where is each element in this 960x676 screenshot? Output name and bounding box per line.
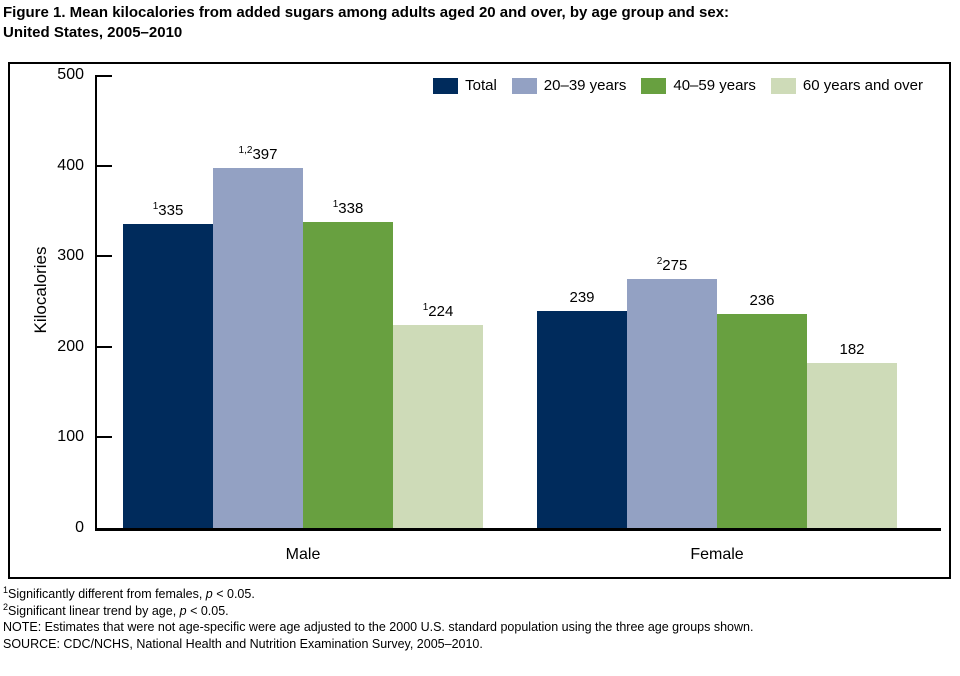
x-category-label: Male (285, 546, 321, 563)
value-superscript: 1 (332, 198, 339, 210)
bar-female-60-years-and-over (807, 363, 897, 528)
legend-swatch (641, 77, 667, 94)
bar-female-total (537, 311, 627, 528)
bar-male-20-39-years (213, 168, 303, 528)
legend-item-40-59-years: 40–59 years (641, 77, 756, 94)
footnote-superscript: 2 (3, 601, 9, 612)
footnote-line: 2Significant linear trend by age, p < 0.… (3, 601, 229, 618)
bar-female-20-39-years (627, 278, 717, 528)
bar-value-label: 239 (569, 289, 595, 307)
bar-male-40-59-years (303, 221, 393, 528)
x-category-label: Female (690, 546, 744, 563)
legend-label: 60 years and over (802, 77, 923, 94)
y-tick-label: 200 (57, 337, 84, 355)
y-axis-line (95, 75, 97, 531)
bar-value-label: 1224 (422, 302, 454, 321)
value-superscript: 1 (152, 201, 159, 213)
value-superscript: 1,2 (238, 145, 253, 157)
y-tick (95, 164, 112, 167)
footnotes: 1Significantly different from females, p… (3, 584, 754, 652)
value-superscript: 2 (656, 255, 663, 267)
y-tick (95, 255, 112, 258)
y-tick (95, 75, 112, 77)
bar-value-label: 236 (749, 292, 775, 310)
figure-title-line2: United States, 2005–2010 (3, 24, 183, 41)
figure-title-line1: Figure 1. Mean kilocalories from added s… (3, 4, 730, 21)
y-tick-label: 500 (57, 66, 84, 83)
legend-swatch (433, 77, 459, 94)
bar-male-total (123, 224, 213, 528)
y-tick-label: 300 (57, 247, 84, 265)
legend-swatch (511, 77, 537, 94)
legend-label: Total (465, 77, 497, 94)
legend-label: 40–59 years (673, 77, 756, 94)
value-superscript: 1 (422, 302, 429, 314)
footnote-italic: p (205, 587, 213, 601)
plot-region: 0 100 200 300 400 500 1335 1,2397 1338 1224 Male 23… (10, 64, 949, 577)
footnote-superscript: 1 (3, 584, 9, 595)
y-tick (95, 345, 112, 348)
footnote-italic: p (179, 603, 187, 618)
bar-value-label: 1335 (152, 201, 184, 220)
legend-item-20-39-years: 20–39 years (511, 77, 627, 94)
y-tick-label: 100 (57, 428, 84, 446)
footnote-line: SOURCE: CDC/NCHS, National Health and Nu… (3, 636, 483, 651)
bar-value-label: 182 (839, 341, 865, 359)
legend-item-60-years-and-over: 60 years and over (770, 77, 923, 94)
footnote-line: 1Significantly different from females, p… (3, 584, 255, 601)
footnote-line: NOTE: Estimates that were not age-specif… (3, 620, 754, 634)
bar-value-label: 2275 (656, 255, 688, 274)
bar-value-label: 1338 (332, 198, 364, 217)
legend-swatch (770, 77, 796, 94)
bar-value-label: 1,2397 (238, 145, 278, 164)
legend-item-total: Total (433, 77, 497, 94)
bar-female-40-59-years (717, 314, 807, 528)
figure-title: Figure 1. Mean kilocalories from added s… (3, 3, 729, 43)
x-axis-line (95, 528, 941, 531)
bar-male-60-years-and-over (393, 325, 483, 528)
y-tick (95, 436, 112, 439)
chart-legend: Total 20–39 years 40–59 years 60 years and … (433, 77, 923, 94)
y-tick-label: 400 (57, 156, 84, 174)
chart-area: Total 20–39 years 40–59 years 60 years and … (8, 62, 951, 579)
y-tick-label: 0 (75, 519, 84, 536)
legend-label: 20–39 years (543, 77, 627, 94)
